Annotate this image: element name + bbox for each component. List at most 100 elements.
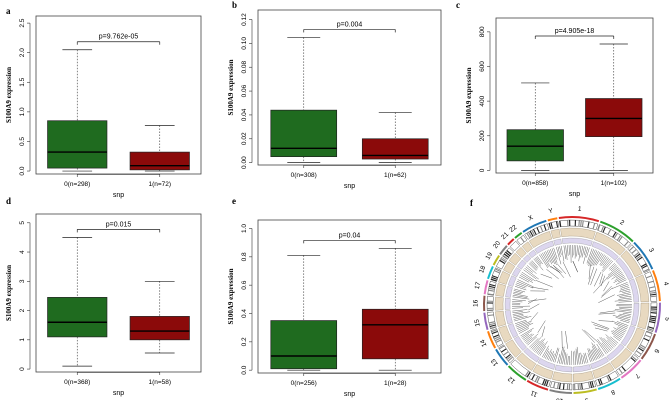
inner-track: [590, 356, 609, 370]
chromosome-1: 1: [558, 206, 600, 264]
ideogram-stripe: [488, 287, 495, 290]
ideogram-stripe: [644, 334, 651, 338]
chromosome-color-band: [492, 255, 500, 266]
y-axis-label: S100A9 expression: [465, 67, 473, 123]
gene-label-mark: [513, 290, 523, 293]
ideogram-stripe: [550, 222, 553, 229]
x-axis-label: snp: [344, 391, 355, 398]
gene-label-mark: [516, 320, 532, 328]
boxplot-panel-c: c 0 200 400 600 800 S100A9 expression 0(n=858) 1…: [456, 0, 654, 198]
gene-label-mark: [527, 336, 537, 346]
pvalue-label: p=0.04: [339, 232, 361, 239]
chromosome-color-band: [652, 270, 661, 302]
gene-label-mark: [531, 340, 540, 350]
gene-label-mark: [523, 269, 537, 280]
chromosome-color-band: [620, 359, 642, 379]
gene-label-mark: [609, 264, 617, 271]
chromosome-label: 8: [609, 388, 616, 396]
gene-label-mark: [512, 307, 524, 309]
chromosome-label: Y: [548, 207, 554, 215]
gene-label-mark: [616, 310, 632, 314]
ideogram-stripe: [520, 236, 525, 243]
chromosome-color-band: [514, 231, 523, 239]
chromosome-color-band: [487, 265, 494, 280]
gene-label-mark: [512, 309, 528, 312]
ideogram-stripe: [494, 270, 500, 274]
chromosome-label: 3: [647, 247, 655, 254]
ideogram-stripe: [621, 366, 626, 372]
gene-label-mark: [514, 288, 526, 293]
x-tick-label: 1(n=28): [384, 380, 407, 387]
gene-label-mark: [615, 273, 624, 279]
gene-label-mark: [563, 245, 566, 259]
ideogram-stripe: [553, 382, 556, 389]
annotation-track: [516, 352, 537, 371]
ideogram-stripe: [647, 280, 654, 284]
gene-label-mark: [549, 351, 555, 361]
ideogram-stripe: [579, 383, 582, 390]
ideogram-stripe: [499, 259, 506, 264]
gene-label-mark: [517, 279, 534, 288]
chromosome-color-band: [547, 217, 558, 222]
y-tick-label: 3: [19, 279, 26, 283]
y-tick-label: 0.02: [241, 132, 248, 145]
gene-label-mark: [513, 293, 528, 297]
link-line: [598, 294, 615, 303]
inner-track: [504, 297, 511, 310]
gene-label-mark: [588, 249, 596, 267]
gene-label-mark: [543, 251, 550, 263]
ideogram-stripe: [650, 306, 657, 308]
gene-label-mark: [602, 257, 610, 266]
link-line: [528, 298, 547, 302]
gene-label-mark: [592, 251, 601, 266]
ideogram-stripe: [489, 324, 496, 328]
gene-label-mark: [612, 330, 624, 337]
ideogram-stripe: [618, 236, 623, 242]
x-tick-label: 1(n=58): [148, 379, 171, 386]
link-line: [546, 269, 559, 279]
ideogram-stripe: [646, 331, 653, 335]
chromosome-5: 5: [612, 302, 669, 333]
annotation-track: [505, 339, 522, 358]
gene-label-mark: [599, 255, 607, 265]
gene-label-mark: [587, 249, 594, 265]
y-tick-label: 0.06: [241, 84, 248, 97]
gene-label-mark: [614, 323, 628, 330]
box-group-1: 1(n=102): [585, 43, 643, 187]
ideogram-stripe: [607, 229, 612, 235]
gene-label-mark: [599, 254, 605, 262]
gene-label-mark: [602, 260, 614, 273]
gene-label-mark: [557, 353, 561, 364]
gene-label-mark: [593, 344, 602, 358]
annotation-track: [532, 364, 554, 380]
inner-track: [507, 323, 519, 338]
gene-label-mark: [516, 322, 531, 329]
ideogram-stripe: [635, 255, 642, 260]
ideogram-stripe: [503, 253, 510, 258]
ideogram-stripe: [618, 368, 623, 374]
link-lines: [527, 260, 616, 349]
annotation-track: [498, 325, 512, 343]
gene-label-mark: [603, 337, 614, 349]
chromosome-2: 2: [586, 219, 634, 273]
ideogram-stripe: [628, 246, 635, 252]
annotation-track: [594, 231, 626, 256]
gene-label-mark: [618, 301, 632, 303]
annotation-track: [498, 271, 511, 285]
gene-label-mark: [513, 291, 522, 295]
x-tick-label: 0(n=308): [291, 172, 317, 179]
ideogram-stripe: [566, 383, 569, 390]
gene-label-mark: [514, 319, 527, 324]
chromosome-label: 12: [506, 375, 516, 385]
chromosome-color-band: [597, 377, 621, 390]
gene-label-mark: [539, 254, 549, 269]
ideogram-stripe: [490, 278, 497, 282]
y-tick-label: 600: [479, 61, 486, 72]
box-body: [47, 120, 108, 169]
ideogram-stripe: [650, 308, 657, 310]
box-group-0: 0(n=308): [270, 37, 338, 179]
gene-label-mark: [521, 330, 533, 338]
inner-track: [534, 240, 555, 254]
gene-label-mark: [530, 261, 538, 269]
gene-label-mark: [512, 299, 526, 302]
